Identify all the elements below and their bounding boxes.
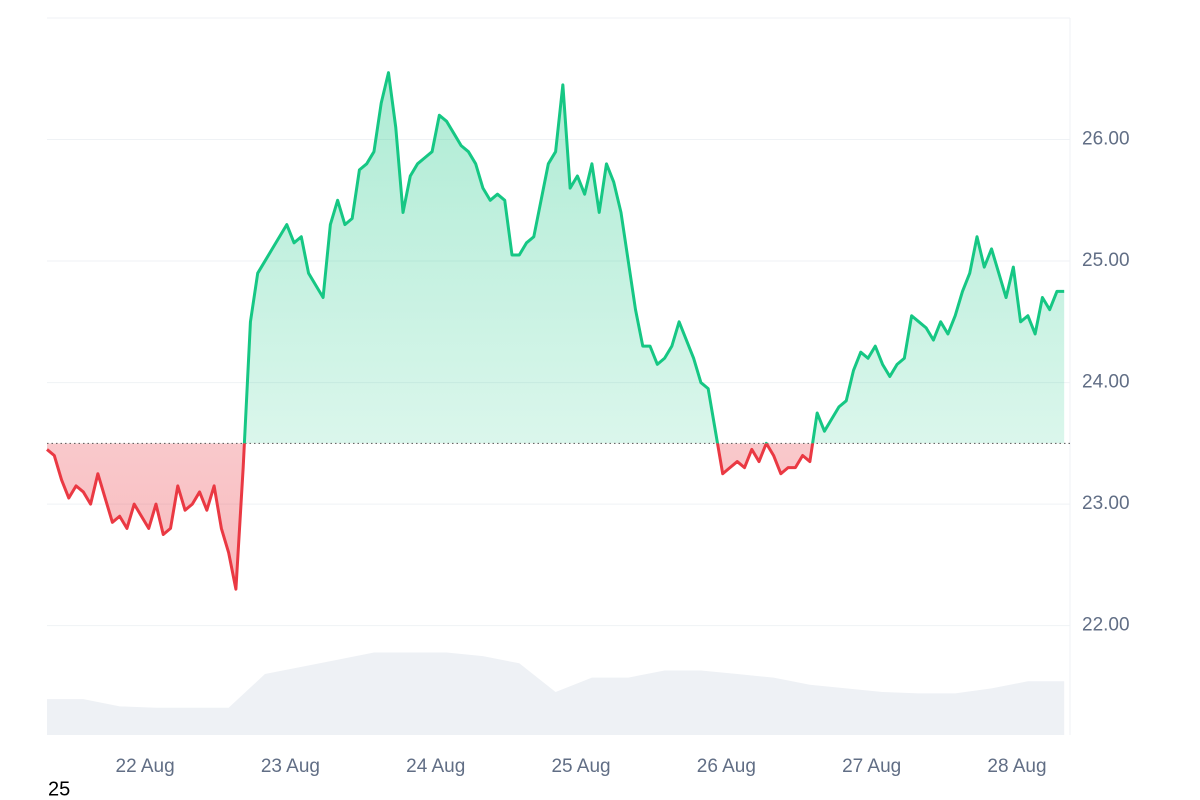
price-line-up bbox=[242, 71, 1065, 444]
volume-area bbox=[47, 652, 1065, 735]
x-tick-label: 26 Aug bbox=[697, 756, 756, 777]
footnote: 25 bbox=[48, 778, 70, 800]
y-tick-label: 24.00 bbox=[1082, 372, 1130, 393]
area-down bbox=[47, 443, 1065, 590]
y-tick-label: 23.00 bbox=[1082, 493, 1130, 514]
price-line-down bbox=[46, 443, 815, 591]
x-tick-label: 22 Aug bbox=[116, 756, 175, 777]
y-tick-label: 25.00 bbox=[1082, 250, 1130, 271]
area-up bbox=[244, 72, 1065, 444]
y-tick-label: 26.00 bbox=[1082, 129, 1130, 150]
x-tick-label: 27 Aug bbox=[842, 756, 901, 777]
x-tick-label: 25 Aug bbox=[551, 756, 610, 777]
x-tick-label: 23 Aug bbox=[261, 756, 320, 777]
x-tick-label: 24 Aug bbox=[406, 756, 465, 777]
y-tick-label: 22.00 bbox=[1082, 615, 1130, 636]
x-tick-label: 28 Aug bbox=[987, 756, 1046, 777]
